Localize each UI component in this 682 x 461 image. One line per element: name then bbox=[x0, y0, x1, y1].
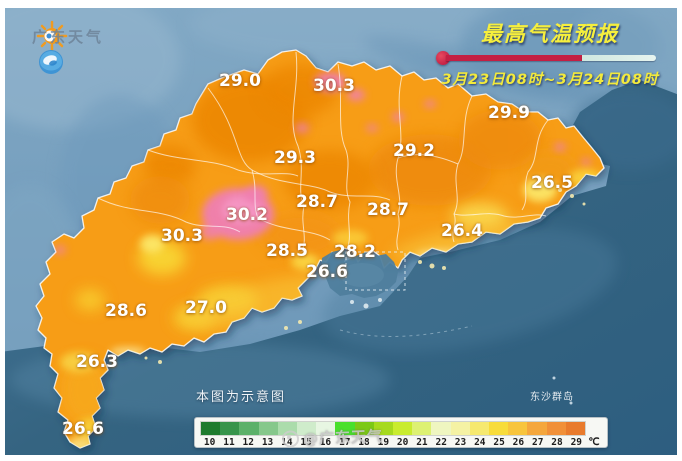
legend-tick: 19 bbox=[377, 437, 390, 448]
map-note: 本图为示意图 bbox=[196, 390, 287, 405]
legend-color-segment bbox=[258, 422, 278, 435]
legend-color-segment bbox=[508, 422, 528, 435]
thermometer-stem-hot bbox=[446, 55, 582, 61]
temp-label: 26.4 bbox=[441, 221, 483, 241]
legend-color-segment bbox=[489, 422, 509, 435]
islands bbox=[144, 188, 586, 405]
legend-color-segment bbox=[412, 422, 432, 435]
forecast-title: 最高气温预报 bbox=[481, 22, 619, 46]
temp-label: 29.9 bbox=[488, 103, 530, 123]
legend-color-segment bbox=[431, 422, 451, 435]
legend-tick: 20 bbox=[396, 437, 409, 448]
legend-color-segment bbox=[546, 422, 566, 435]
legend-color-segment bbox=[565, 422, 586, 435]
temp-label: 28.5 bbox=[266, 241, 308, 261]
legend-tick: 17 bbox=[339, 437, 351, 448]
temp-label: 29.2 bbox=[393, 141, 435, 161]
legend-ticks: 10 11 12 13 14 15 16 17 18 19 20 21 22 23 24 25 26 27 28 29… bbox=[200, 437, 602, 448]
legend-color-segment bbox=[297, 422, 317, 435]
legend-tick: 26 bbox=[512, 437, 525, 448]
temp-label: 28.7 bbox=[296, 192, 338, 212]
legend-tick: 13 bbox=[261, 437, 274, 448]
maritime-dashed-line bbox=[339, 325, 473, 338]
weibo-logo-icon bbox=[281, 430, 300, 448]
legend-tick: 28 bbox=[551, 437, 563, 448]
legend-color-segment bbox=[316, 422, 336, 435]
temp-label: 28.6 bbox=[105, 301, 147, 321]
forecast-period: 3月23日08时~3月24日08时 bbox=[441, 72, 659, 88]
temp-label: 30.3 bbox=[161, 226, 203, 246]
legend-colorbar bbox=[200, 421, 586, 436]
legend-tick: 24 bbox=[474, 437, 486, 448]
temp-label: 29.3 bbox=[274, 148, 316, 168]
estuary-texture bbox=[340, 263, 384, 287]
temp-label: 27.0 bbox=[185, 298, 227, 318]
legend-tick: 22 bbox=[435, 437, 447, 448]
temperature-legend: 10 11 12 13 14 15 16 17 18 19 20 21 22 23 24 25 26 27 28 29… bbox=[194, 417, 608, 448]
temp-label: 26.5 bbox=[531, 173, 573, 193]
legend-tick: 27 bbox=[531, 437, 544, 448]
temp-label: 26.6 bbox=[62, 419, 104, 439]
sun-swirl-icon bbox=[36, 20, 68, 74]
legend-tick: 29 bbox=[570, 437, 583, 448]
legend-tick: 21 bbox=[416, 437, 428, 448]
thermometer-stem-cold bbox=[582, 55, 656, 61]
legend-color-segment bbox=[220, 422, 240, 435]
legend-color-segment bbox=[354, 422, 374, 435]
legend-unit: ℃ bbox=[588, 437, 600, 448]
temp-label: 26.3 bbox=[76, 352, 118, 372]
legend-color-segment bbox=[393, 422, 413, 435]
legend-tick: 11 bbox=[223, 437, 235, 448]
thermometer-bulb-icon bbox=[436, 51, 450, 65]
legend-tick: 23 bbox=[454, 437, 467, 448]
legend-color-segment bbox=[201, 422, 221, 435]
legend-tick: 25 bbox=[493, 437, 505, 448]
brand-logo: 广东天气 bbox=[28, 20, 105, 74]
temp-label: 26.6 bbox=[306, 262, 348, 282]
temp-label: 29.0 bbox=[219, 71, 261, 91]
legend-color-segment bbox=[469, 422, 490, 435]
legend-tick: 18 bbox=[358, 437, 370, 448]
legend-tick: 16 bbox=[319, 437, 332, 448]
legend-tick: 12 bbox=[242, 437, 254, 448]
temp-label: 30.3 bbox=[313, 76, 355, 96]
city-boundaries bbox=[97, 51, 549, 253]
legend-color-segment bbox=[373, 422, 394, 435]
legend-color-segment bbox=[450, 422, 470, 435]
brand-name: 广东天气 bbox=[32, 28, 105, 46]
dongsha-islands-label: 东沙群岛 bbox=[530, 392, 574, 403]
legend-tick: 10 bbox=[203, 437, 216, 448]
legend-color-segment bbox=[527, 422, 547, 435]
temp-label: 28.7 bbox=[367, 200, 409, 220]
forecast-header: 最高气温预报 3月23日08时~3月24日08时 bbox=[430, 18, 670, 89]
marine-dashed-boundary bbox=[345, 251, 406, 291]
legend-tick: 15 bbox=[300, 437, 312, 448]
watermark: @广东天气 bbox=[281, 425, 384, 450]
watermark-text: @广东天气 bbox=[302, 427, 384, 449]
legend-color-segment bbox=[335, 422, 355, 435]
legend-color-segment bbox=[239, 422, 259, 435]
temp-label: 30.2 bbox=[226, 205, 268, 225]
temp-label: 28.2 bbox=[334, 242, 376, 262]
thermometer-graphic bbox=[430, 51, 670, 65]
